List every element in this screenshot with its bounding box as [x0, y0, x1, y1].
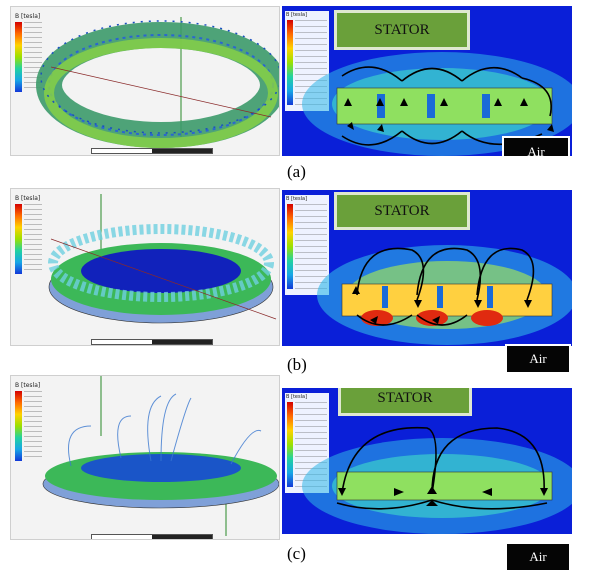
color-legend-right-b: B [tesla]: [285, 195, 329, 295]
stator-label-box-b: STATOR: [334, 192, 470, 230]
legend-header-right-b: B [tesla]: [286, 196, 308, 202]
scale-bar-c: [91, 534, 213, 539]
air-label-box-a: Air: [502, 136, 570, 156]
legend-header-c: B [tesla]: [15, 382, 41, 389]
ring-model-b: [48, 194, 277, 324]
air-label-box-c: Air: [505, 542, 571, 572]
color-scale-bar-c: [15, 391, 22, 461]
flux-lines-a: [302, 52, 572, 156]
simulation-3d-view-b: B [tesla]: [10, 188, 280, 346]
caption-c: (c): [287, 544, 306, 563]
color-legend-c: B [tesla]: [15, 382, 42, 461]
air-label-box-b: Air: [505, 344, 571, 374]
simulation-3d-view-c: B [tesla]: [10, 375, 280, 540]
stator-label-box-a: STATOR: [334, 10, 470, 50]
stator-label-box-c: STATOR: [338, 388, 472, 416]
caption-a: (a): [287, 162, 306, 181]
flux-cross-section-b: B [tesla] STATOR: [282, 190, 572, 346]
scale-bar-b: [91, 339, 213, 345]
legend-header-b: B [tesla]: [15, 195, 41, 202]
color-legend-a: B [tesla]: [15, 13, 42, 92]
flux-cross-section-c: B [tesla] STATOR: [282, 388, 572, 534]
color-scale-bar-b: [15, 204, 22, 274]
simulation-3d-view-a: B [tesla]: [10, 6, 280, 156]
scale-bar-a: [91, 148, 213, 154]
caption-b: (b): [287, 355, 307, 374]
legend-header-right-a: B [tesla]: [286, 12, 308, 18]
ring-model-a: [36, 17, 279, 148]
legend-header-a: B [tesla]: [15, 13, 41, 20]
color-scale-bar-a: [15, 22, 22, 92]
ring-model-c: [42, 376, 279, 536]
legend-header-right-c: B [tesla]: [286, 394, 308, 400]
flux-cross-section-a: B [tesla] STATOR Air: [282, 6, 572, 156]
flux-lines-b: [317, 245, 572, 345]
flux-lines-c: [302, 426, 572, 534]
color-legend-b: B [tesla]: [15, 195, 42, 274]
